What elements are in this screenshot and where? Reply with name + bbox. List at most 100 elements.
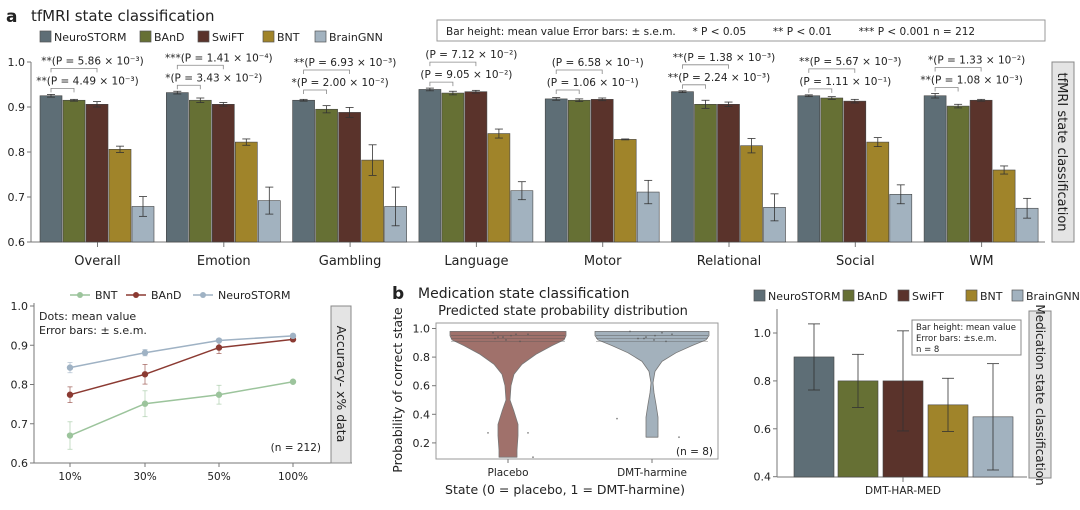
- legend-label-bnt: BNT: [980, 290, 1003, 303]
- legend-label-braingnn: BrainGNN: [329, 31, 383, 44]
- x-tick-label: Motor: [584, 254, 622, 269]
- x-tick-label: WM: [970, 254, 994, 269]
- side-label-box: [330, 305, 352, 464]
- p-value-lower: *(P = 2.00 × 10⁻²): [291, 77, 388, 89]
- y-tick-label: 1.0: [8, 56, 26, 69]
- data-point: [492, 331, 494, 334]
- significance-bracket: [934, 87, 959, 92]
- legend-label-neurostorm: NeuroSTORM: [218, 289, 290, 302]
- line-band: [69, 338, 294, 396]
- panel-b-letter: b: [392, 284, 404, 304]
- point-neurostorm: [141, 349, 149, 356]
- legend-box-top: [436, 19, 1046, 42]
- legend-swatch-bnt: [965, 289, 978, 302]
- significance-bracket: [50, 68, 98, 73]
- point-bnt: [289, 378, 297, 385]
- legend-box-top-text: Bar height: mean value Error bars: ± s.e…: [446, 26, 975, 38]
- legend-label-band: BAnD: [151, 289, 182, 302]
- x-tick-label: 50%: [207, 471, 230, 483]
- n-label: (n = 212): [271, 442, 321, 454]
- data-point: [532, 456, 534, 459]
- x-tick-label: Relational: [697, 254, 762, 269]
- bar-band: [189, 99, 212, 243]
- data-point: [645, 336, 647, 338]
- legend-top: NeuroSTORM BAnD SwiFT BNT BrainGNN: [39, 30, 383, 44]
- x-tick-label: DMT-harmine: [617, 467, 687, 479]
- legend-label-neurostorm: NeuroSTORM: [54, 31, 126, 44]
- y-tick-label: 0.9: [8, 101, 26, 114]
- accuracy-line-chart: BNT BAnD NeuroSTORM 0.6 0.7 0.8 0.9 1.0 10% 30% 50…: [11, 289, 352, 483]
- note-line: n = 8: [916, 345, 939, 355]
- legend-label-bnt: BNT: [277, 31, 300, 44]
- legend-swatch-neurostorm: [39, 30, 52, 43]
- point-band: [215, 344, 223, 351]
- legend-label-braingnn: BrainGNN: [1026, 290, 1080, 303]
- significance-bracket: [555, 89, 580, 94]
- y-tick-label: 0.2: [413, 437, 431, 450]
- significance-bracket: [429, 61, 477, 67]
- bar-neurostorm: [797, 95, 821, 243]
- tfmri-bar-chart: 0.6 0.7 0.8 0.9 1.0 Overall **(P = 5.86 × 10⁻³…: [8, 49, 1045, 269]
- bar-neurostorm: [39, 95, 63, 243]
- bar-swift: [843, 100, 867, 243]
- data-point: [678, 436, 680, 439]
- significance-bracket: [555, 69, 603, 74]
- violin-dmt-harmine: [594, 330, 710, 438]
- side-label-box: [1028, 310, 1052, 479]
- legend-marker-neurostorm: [200, 292, 206, 298]
- y-tick-label: 0.6: [8, 236, 26, 249]
- y-tick-label: 0.4: [754, 471, 772, 484]
- data-point: [487, 431, 489, 434]
- p-value-upper: (P = 7.12 × 10⁻²): [425, 49, 517, 61]
- p-value-lower: (P = 9.05 × 10⁻²): [420, 69, 512, 81]
- data-point: [505, 339, 507, 341]
- legend-label-band: BAnD: [857, 290, 888, 303]
- p-value-upper: **(P = 1.38 × 10⁻³): [673, 52, 775, 64]
- y-tick-label: 0.6: [754, 423, 772, 436]
- legend-swatch-neurostorm: [753, 289, 766, 302]
- bar-swift: [338, 112, 361, 243]
- bar-swift: [969, 99, 993, 243]
- bar-swift: [464, 91, 488, 243]
- significance-bracket: [934, 67, 982, 72]
- data-point: [510, 334, 512, 337]
- data-point: [661, 331, 663, 334]
- legend-swatch-band: [842, 289, 855, 302]
- side-label: Accuracy- x% data: [334, 326, 349, 443]
- bar-band: [694, 104, 717, 243]
- point-bnt: [215, 391, 223, 398]
- y-axis-label: Probability of correct state: [390, 307, 405, 473]
- p-value-upper: (P = 6.58 × 10⁻¹): [552, 57, 644, 69]
- legend-swatch-band: [139, 30, 152, 43]
- bar-swift: [717, 104, 740, 243]
- bar-neurostorm: [544, 98, 568, 243]
- legend-marker-band: [133, 292, 139, 298]
- data-point: [497, 336, 499, 338]
- point-bnt: [141, 400, 149, 407]
- legend-swatch-bnt: [262, 30, 275, 43]
- x-tick-label: 10%: [58, 471, 81, 483]
- violin-title: Predicted state probability distribution: [438, 304, 688, 319]
- bar-swift: [85, 104, 109, 243]
- y-tick-label: 0.6: [413, 380, 431, 393]
- significance-bracket: [176, 64, 224, 70]
- bar-bnt: [235, 141, 258, 243]
- point-band: [66, 391, 74, 398]
- legend-label-swift: SwiFT: [912, 290, 944, 303]
- significance-bracket: [808, 68, 856, 73]
- side-label-top: tfMRI state classification: [1054, 72, 1069, 231]
- y-tick-label: 0.8: [754, 375, 772, 388]
- data-point: [654, 334, 656, 337]
- data-point: [671, 333, 673, 336]
- bar-swift: [212, 104, 235, 243]
- legend-label-neurostorm: NeuroSTORM: [768, 290, 840, 303]
- point-bnt: [66, 432, 74, 439]
- panel-a-letter: a: [6, 7, 17, 27]
- y-tick-label: 0.7: [8, 191, 26, 204]
- y-tick-label: 0.9: [11, 339, 29, 352]
- p-value-lower: (P = 1.06 × 10⁻¹): [547, 77, 639, 89]
- n-label: (n = 8): [676, 446, 713, 458]
- p-value-lower: **(P = 1.08 × 10⁻³): [920, 75, 1022, 87]
- y-tick-label: 0.8: [8, 146, 26, 159]
